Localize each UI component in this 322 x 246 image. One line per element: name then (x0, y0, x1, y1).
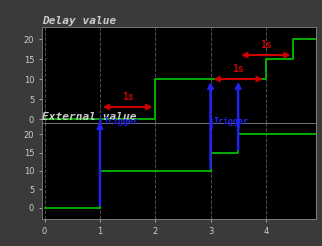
Text: Delay value: Delay value (42, 16, 116, 26)
Text: Trigger: Trigger (213, 117, 248, 125)
Text: 1s: 1s (260, 40, 272, 50)
Text: 1s: 1s (232, 64, 244, 74)
Text: External value: External value (42, 112, 136, 122)
Text: 1s: 1s (122, 92, 133, 102)
Text: Trigger: Trigger (104, 117, 139, 125)
